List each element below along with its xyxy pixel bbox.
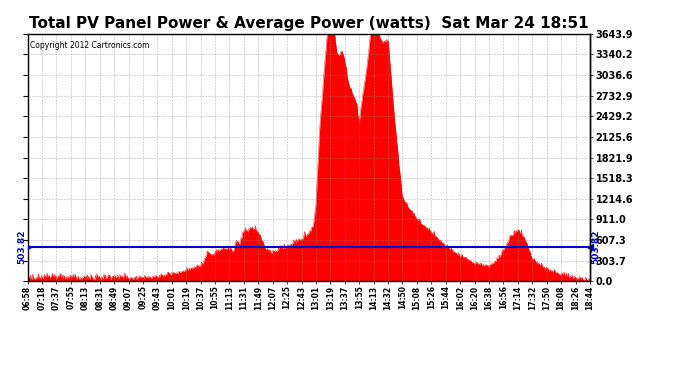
Text: 503.82: 503.82 [591, 230, 600, 264]
Title: Total PV Panel Power & Average Power (watts)  Sat Mar 24 18:51: Total PV Panel Power & Average Power (wa… [29, 16, 589, 31]
Text: Copyright 2012 Cartronics.com: Copyright 2012 Cartronics.com [30, 41, 150, 50]
Text: 503.82: 503.82 [17, 230, 26, 264]
